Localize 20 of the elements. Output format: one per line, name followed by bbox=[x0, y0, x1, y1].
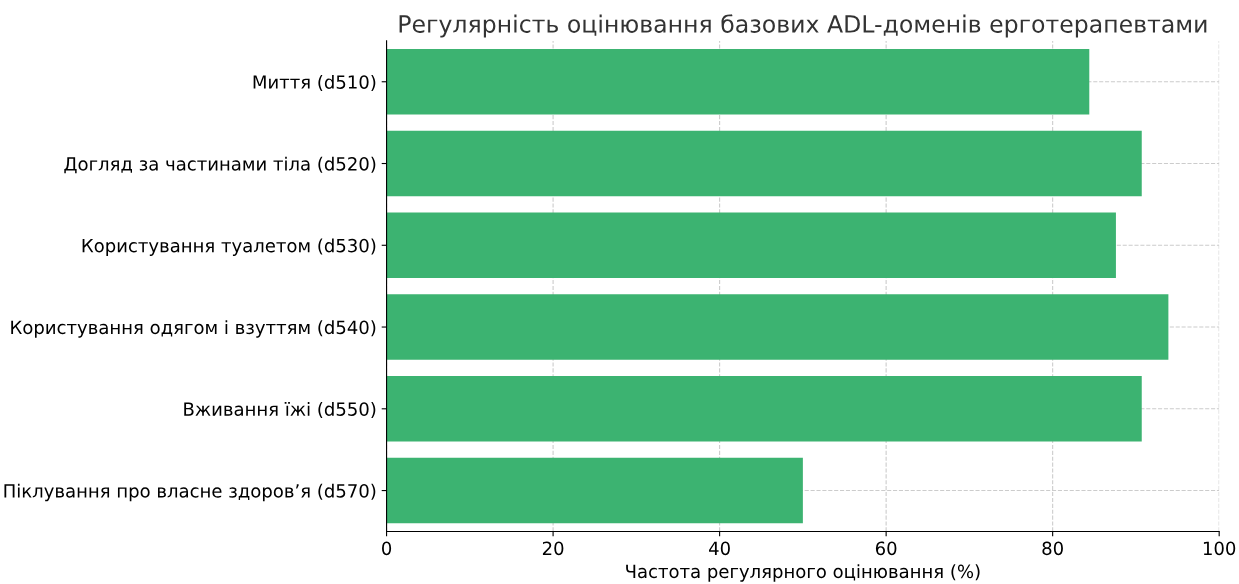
x-tick-label: 100 bbox=[1203, 541, 1236, 556]
bar bbox=[386, 457, 803, 524]
y-tick-label: Вживання їжі (d550) bbox=[184, 401, 376, 419]
x-tick-label: 60 bbox=[875, 541, 897, 556]
x-tick-label: 80 bbox=[1042, 541, 1063, 556]
y-tick-label: Користування одягом і взуттям (d540) bbox=[11, 320, 376, 338]
bar bbox=[386, 376, 1142, 442]
y-tick-label: Миття (d510) bbox=[253, 74, 376, 91]
x-axis-title: Частота регулярного оцінювання (%) bbox=[626, 564, 980, 582]
bar bbox=[386, 49, 1090, 115]
x-tick-label: 40 bbox=[709, 541, 730, 556]
bar bbox=[386, 294, 1169, 360]
y-tick-label: Користування туалетом (d530) bbox=[82, 238, 376, 256]
chart-title: Регулярність оцінювання базових ADL-доменів ерготерапевтами bbox=[399, 14, 1207, 38]
x-tick-label: 20 bbox=[542, 541, 564, 556]
bar bbox=[386, 130, 1142, 197]
bar bbox=[386, 212, 1116, 278]
x-tick-label: 0 bbox=[382, 541, 392, 556]
y-tick-label: Догляд за частинами тіла (d520) bbox=[64, 156, 376, 174]
y-tick-label: Піклування про власне здоров’я (d570) bbox=[4, 483, 376, 502]
